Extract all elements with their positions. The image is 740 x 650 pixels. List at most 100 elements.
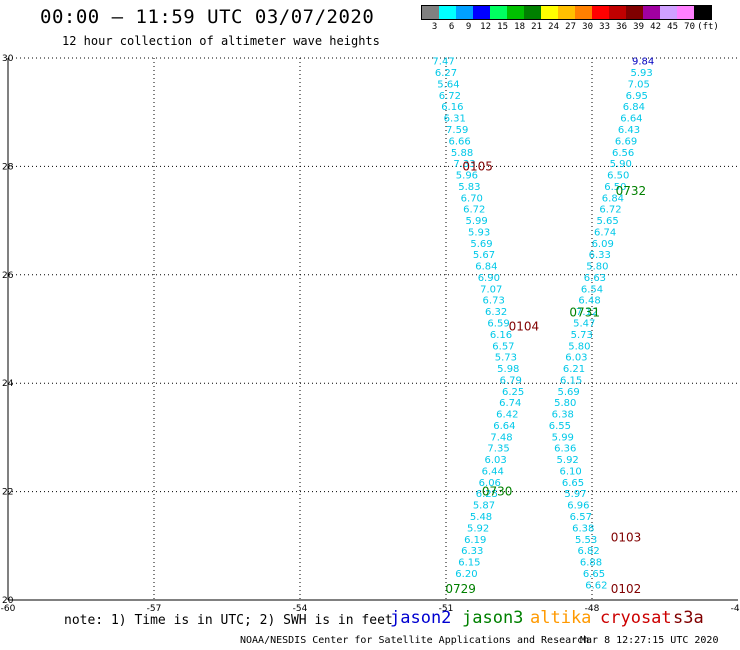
legend-tick-label: 36 xyxy=(616,22,628,32)
wave-height-value: 6.82 xyxy=(577,546,599,557)
wave-height-value: 6.66 xyxy=(448,136,470,147)
legend-unit: (ft) xyxy=(697,22,719,32)
lat-tick-label: 22 xyxy=(2,488,13,498)
wave-height-value: 7.59 xyxy=(446,125,468,136)
wave-height-value: 5.99 xyxy=(552,432,574,443)
legend-swatch xyxy=(677,6,694,19)
wave-height-value: 6.38 xyxy=(572,523,594,534)
footer-timestamp: Mar 8 12:27:15 UTC 2020 xyxy=(580,635,719,646)
wave-height-value: 5.90 xyxy=(610,159,632,170)
legend-tick-label: 33 xyxy=(599,22,611,32)
wave-height-value: 6.36 xyxy=(554,444,576,455)
lon-tick-label: -51 xyxy=(439,604,454,614)
wave-height-value: 7.33 xyxy=(453,159,475,170)
wave-height-value: 6.70 xyxy=(461,193,483,204)
wave-height-value: 6.54 xyxy=(581,284,603,295)
wave-height-value: 7.47 xyxy=(432,57,454,68)
satellite-s3a: s3a xyxy=(673,608,704,628)
wave-height-value: 5.93 xyxy=(468,227,490,238)
pass-time-label: 0103 xyxy=(611,531,642,545)
wave-height-value: 6.50 xyxy=(604,182,626,193)
legend-swatch xyxy=(422,6,439,19)
footer-credit: NOAA/NESDIS Center for Satellite Applica… xyxy=(240,635,590,646)
legend-tick-label: 18 xyxy=(514,22,526,32)
wave-height-value: 6.72 xyxy=(599,205,621,216)
wave-height-value: 6.84 xyxy=(475,262,497,273)
wave-height-value: 6.84 xyxy=(602,193,624,204)
wave-height-value: 5.65 xyxy=(596,216,618,227)
wave-height-value: 5.80 xyxy=(568,341,590,352)
wave-height-value: 6.69 xyxy=(615,136,637,147)
wave-height-value: 6.65 xyxy=(562,478,584,489)
wave-height-value: 6.06 xyxy=(479,478,501,489)
legend-swatch xyxy=(694,6,711,19)
legend-swatch xyxy=(626,6,643,19)
legend-swatch xyxy=(575,6,592,19)
wave-height-value: 6.48 xyxy=(578,296,600,307)
wave-height-value: 6.79 xyxy=(500,375,522,386)
wave-height-value: 6.10 xyxy=(559,466,581,477)
legend-tick-label: 39 xyxy=(633,22,645,32)
wave-height-value: 5.80 xyxy=(554,398,576,409)
wave-height-value: 6.57 xyxy=(570,512,592,523)
legend-swatch xyxy=(609,6,626,19)
wave-height-value: 6.42 xyxy=(496,410,518,421)
pass-time-label: 0730 xyxy=(482,485,513,499)
page-subtitle: 12 hour collection of altimeter wave hei… xyxy=(62,34,380,48)
wave-height-value: 5.67 xyxy=(473,250,495,261)
satellite-jason2: jason2 xyxy=(390,608,452,628)
wave-height-value: 6.20 xyxy=(455,569,477,580)
wave-height-value: 6.90 xyxy=(478,273,500,284)
satellite-jason3: jason3 xyxy=(462,608,524,628)
wave-height-value: 6.96 xyxy=(567,501,589,512)
wave-height-value: 5.53 xyxy=(575,535,597,546)
wave-height-value: 5.98 xyxy=(497,364,519,375)
wave-height-value: 5.92 xyxy=(557,455,579,466)
legend-tick-label: 21 xyxy=(531,22,543,32)
wave-height-value: 6.25 xyxy=(502,387,524,398)
wave-height-value: 5.80 xyxy=(586,262,608,273)
wave-height-value: 6.31 xyxy=(444,114,466,125)
lat-tick-label: 28 xyxy=(2,162,14,172)
wave-height-value: 6.50 xyxy=(607,171,629,182)
legend-tick-label: 3 xyxy=(431,22,438,32)
wave-height-value: 5.69 xyxy=(470,239,492,250)
wave-height-value: 6.25 xyxy=(476,489,498,500)
footer-note: note: 1) Time is in UTC; 2) SWH is in fe… xyxy=(64,613,393,628)
legend-swatch xyxy=(660,6,677,19)
legend-swatch xyxy=(456,6,473,19)
wave-height-value: 7.07 xyxy=(480,284,502,295)
lon-tick-label: -54 xyxy=(293,604,308,614)
legend-tick-label: 15 xyxy=(497,22,509,32)
pass-time-label: 0731 xyxy=(569,306,600,320)
wave-height-value: 5.99 xyxy=(466,216,488,227)
legend-tick-label: 45 xyxy=(667,22,679,32)
wave-height-value: 6.88 xyxy=(580,558,602,569)
legend-swatch xyxy=(490,6,507,19)
wave-height-value: 5.47 xyxy=(573,318,595,329)
lon-tick-label: -48 xyxy=(585,604,600,614)
wave-height-value: 6.74 xyxy=(594,227,616,238)
wave-height-value: 6.65 xyxy=(583,569,605,580)
wave-height-value: 6.73 xyxy=(483,296,505,307)
wave-height-value: 5.83 xyxy=(458,182,480,193)
wave-height-value: 6.43 xyxy=(618,125,640,136)
wave-height-value: 6.56 xyxy=(612,148,634,159)
legend-tick-label: 24 xyxy=(548,22,560,32)
legend-tick-label: 12 xyxy=(480,22,492,32)
wave-height-value: 6.44 xyxy=(482,466,504,477)
wave-height-value: 6.21 xyxy=(563,364,585,375)
lon-tick-label: -45 xyxy=(731,604,740,614)
wave-height-value: 5.48 xyxy=(470,512,492,523)
wave-height-value: 7.35 xyxy=(487,444,509,455)
legend-swatch xyxy=(473,6,490,19)
lat-tick-label: 24 xyxy=(2,379,14,389)
legend-swatch xyxy=(439,6,456,19)
legend-swatch xyxy=(558,6,575,19)
legend-swatch xyxy=(524,6,541,19)
wave-height-value: 6.33 xyxy=(461,546,483,557)
wave-height-value: 6.15 xyxy=(458,558,480,569)
lon-tick-label: -57 xyxy=(147,604,162,614)
pass-time-label: 0104 xyxy=(509,319,540,333)
